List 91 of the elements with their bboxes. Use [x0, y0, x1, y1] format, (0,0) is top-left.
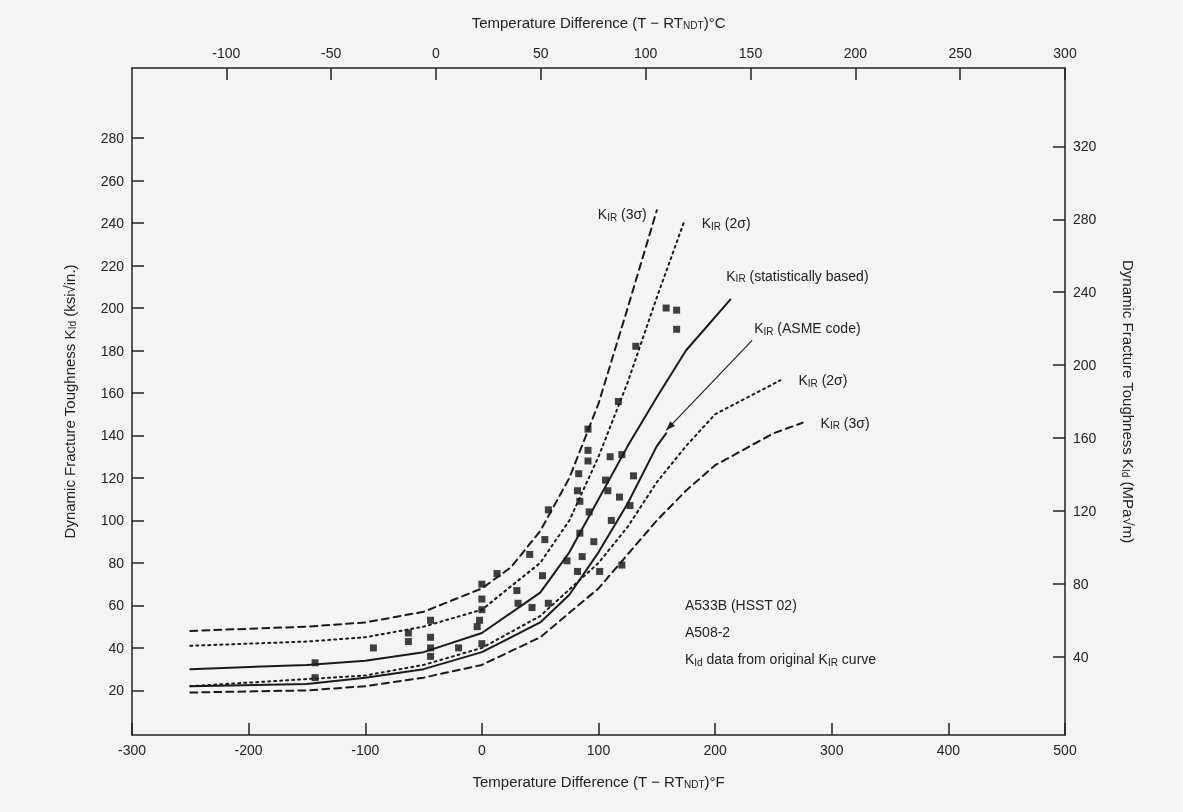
series-label: KIR (2σ)	[701, 215, 751, 232]
x2-tick-label: 150	[738, 45, 763, 61]
point	[544, 599, 552, 607]
point	[618, 561, 626, 569]
x2-tick-label: 250	[948, 45, 973, 61]
y-tick-label: 180	[100, 342, 125, 359]
series-label: KIR (3σ)	[820, 414, 870, 432]
point	[574, 567, 582, 575]
x-tick-label: 400	[936, 742, 961, 758]
point	[673, 325, 681, 333]
point	[578, 553, 586, 561]
y-tick-label: 200	[100, 300, 125, 317]
x-tick-label: -300	[117, 742, 147, 758]
series-label: KIR (3σ)	[597, 206, 647, 223]
point	[615, 493, 623, 501]
y-tick-label: 60	[108, 597, 125, 614]
y-tick-label: 220	[100, 257, 125, 274]
y-axis-title: Dynamic Fracture Toughness KId (ksi√in.)	[60, 264, 78, 539]
y2-axis-title: Dynamic Fracture Toughness KId (MPa√m)	[1119, 259, 1137, 544]
annotation: KId data from original KIR curve	[685, 651, 877, 668]
point	[575, 470, 583, 478]
point	[607, 516, 615, 524]
line-series	[189, 298, 732, 671]
point	[574, 487, 582, 495]
x-tick-label: 200	[703, 742, 728, 758]
point	[629, 472, 637, 480]
point	[584, 457, 592, 465]
point	[473, 623, 481, 631]
y-tick-label: 280	[100, 130, 125, 147]
x2-axis-title: Temperature Difference (T − RTNDT)°C	[471, 13, 726, 31]
x-axis-title: Temperature Difference (T − RTNDT)°F	[472, 772, 725, 790]
point	[632, 342, 640, 350]
x2-tick-label: -50	[321, 45, 342, 61]
x2-tick-label: 200	[843, 45, 868, 61]
series-label: KIR (2σ)	[798, 372, 848, 389]
y-tick-label: 240	[100, 215, 125, 232]
point	[404, 638, 412, 646]
y2-tick-label: 80	[1073, 575, 1089, 592]
y-tick-label: 80	[108, 554, 125, 571]
x2-tick-label: 100	[633, 45, 658, 61]
point	[513, 587, 521, 595]
point	[404, 629, 412, 637]
point	[427, 652, 435, 660]
x-tick-label: -100	[351, 742, 380, 758]
point	[662, 304, 670, 312]
point	[596, 567, 604, 575]
point	[476, 616, 484, 624]
point	[478, 640, 486, 648]
point	[455, 644, 463, 652]
point	[369, 644, 377, 652]
point	[606, 453, 614, 461]
point	[604, 487, 612, 495]
point	[673, 306, 681, 314]
y-tick-label: 260	[100, 172, 125, 189]
x-tick-label: 300	[820, 742, 844, 758]
point	[493, 570, 501, 578]
x-tick-label: -200	[234, 742, 263, 758]
series-label: KIR (statistically based)	[726, 267, 869, 285]
y-tick-label: 100	[100, 512, 125, 529]
y2-tick-label: 120	[1073, 502, 1097, 519]
y-tick-label: 140	[100, 427, 125, 444]
x-tick-label: 100	[586, 742, 611, 758]
y-tick-label: 160	[100, 385, 125, 401]
y-tick-label: 120	[100, 469, 125, 486]
point	[478, 595, 486, 603]
point	[539, 572, 547, 580]
point	[526, 550, 534, 558]
point	[427, 633, 435, 641]
y-tick-label: 20	[108, 682, 125, 699]
annotation: A533B (HSST 02)	[685, 597, 797, 613]
y2-tick-label: 200	[1073, 357, 1097, 374]
x2-tick-label: 0	[432, 45, 441, 61]
x-tick-label: 500	[1053, 742, 1077, 758]
y2-tick-label: 160	[1073, 429, 1097, 446]
x-tick-label: 0	[477, 742, 486, 758]
point	[478, 580, 486, 588]
point	[590, 538, 598, 546]
point	[584, 446, 592, 454]
y2-tick-label: 40	[1073, 648, 1089, 665]
annotation: A508-2	[685, 624, 731, 640]
text: KIR (ASME code)	[754, 320, 861, 337]
point	[528, 604, 536, 612]
x2-tick-label: 50	[533, 45, 549, 61]
x2-tick-label: 300	[1053, 45, 1077, 61]
point	[427, 616, 435, 624]
y2-tick-label: 320	[1073, 138, 1097, 155]
y2-tick-label: 240	[1073, 284, 1097, 301]
y-tick-label: 40	[108, 639, 125, 656]
x2-tick-label: -100	[212, 45, 241, 61]
y2-tick-label: 280	[1073, 211, 1097, 228]
point	[541, 536, 549, 544]
